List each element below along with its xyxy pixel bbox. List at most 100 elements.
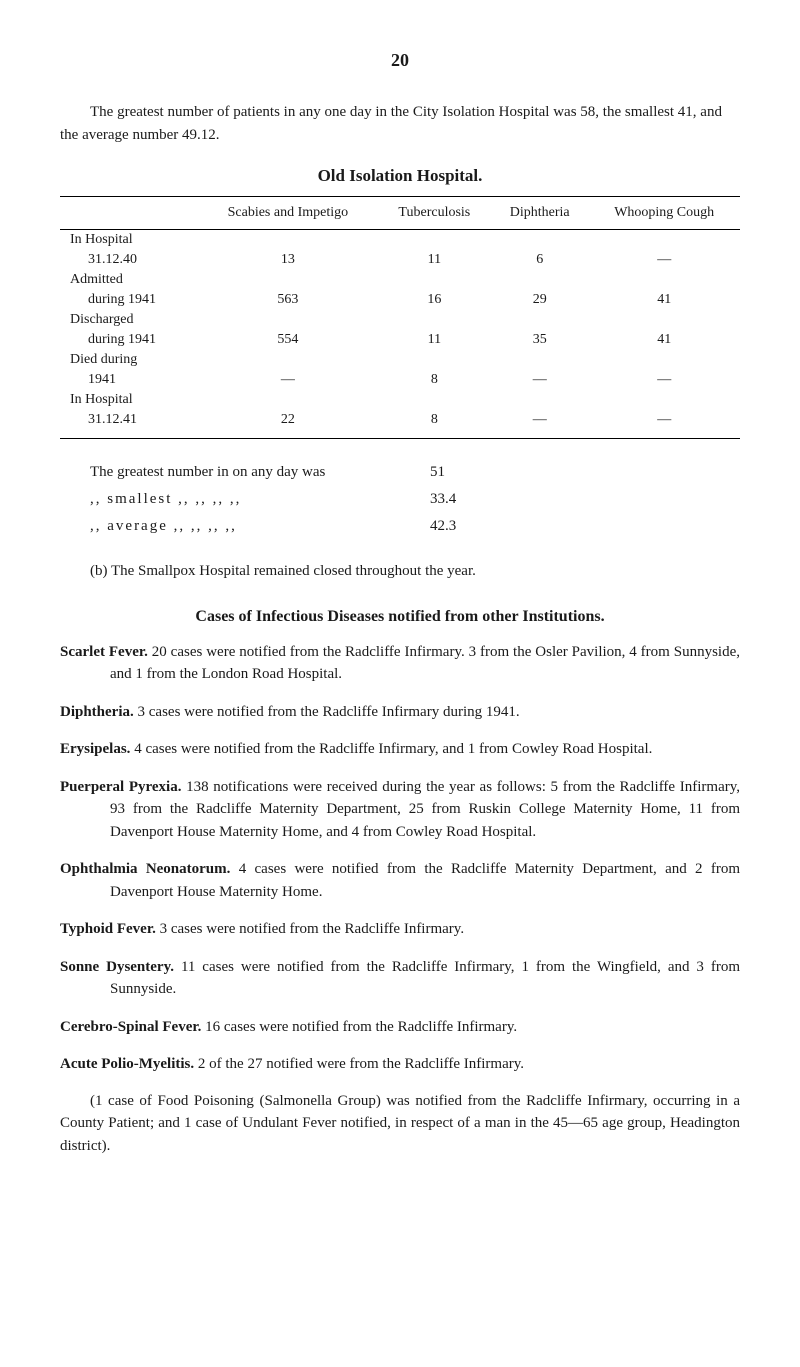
table-header-cell: Scabies and Impetigo <box>198 197 377 230</box>
table-cell: 41 <box>588 330 740 350</box>
disease-name: Diphtheria. <box>60 704 134 720</box>
summary-block: The greatest number in on any day was 51… <box>90 459 740 540</box>
table-cell <box>378 230 491 251</box>
disease-text: 138 notifications were received during t… <box>110 779 740 840</box>
disease-name: Puerperal Pyrexia. <box>60 779 181 795</box>
intro-paragraph: The greatest number of patients in any o… <box>60 101 740 146</box>
table-cell: 29 <box>491 290 588 310</box>
page-number: 20 <box>60 50 740 71</box>
disease-text: 3 cases were notified from the Radcliffe… <box>134 704 520 720</box>
table-cell: 13 <box>198 250 377 270</box>
table-cell: 11 <box>378 250 491 270</box>
summary-label: ,, smallest ,, ,, ,, ,, <box>90 486 430 513</box>
table-cell: — <box>198 370 377 390</box>
table-cell: — <box>588 250 740 270</box>
table-row-sublabel: 31.12.41 <box>60 410 198 439</box>
table-header-cell <box>60 197 198 230</box>
table-row: Discharged <box>60 310 740 330</box>
disease-name: Cerebro-Spinal Fever. <box>60 1019 201 1035</box>
table-cell <box>588 270 740 290</box>
table-cell: 8 <box>378 410 491 439</box>
summary-label: The greatest number in on any day was <box>90 459 430 486</box>
table-header-row: Scabies and Impetigo Tuberculosis Diphth… <box>60 197 740 230</box>
table-cell: 11 <box>378 330 491 350</box>
table-cell: 6 <box>491 250 588 270</box>
disease-entry: Cerebro-Spinal Fever. 16 cases were noti… <box>60 1016 740 1039</box>
disease-text: 20 cases were notified from the Radcliff… <box>110 644 740 683</box>
table-row-sublabel: 1941 <box>60 370 198 390</box>
table-row-sublabel: during 1941 <box>60 330 198 350</box>
table-header-cell: Whooping Cough <box>588 197 740 230</box>
table-cell <box>378 310 491 330</box>
final-paragraph: (1 case of Food Poisoning (Salmonella Gr… <box>60 1090 740 1158</box>
table-row-label: Discharged <box>60 310 198 330</box>
table-row: In Hospital <box>60 390 740 410</box>
disease-name: Acute Polio-Myelitis. <box>60 1056 194 1072</box>
table-row: Died during <box>60 350 740 370</box>
disease-name: Typhoid Fever. <box>60 921 156 937</box>
disease-text: 11 cases were notified from the Radcliff… <box>110 959 740 998</box>
isolation-hospital-table: Scabies and Impetigo Tuberculosis Diphth… <box>60 196 740 439</box>
table-cell <box>198 230 377 251</box>
table-cell <box>378 390 491 410</box>
disease-name: Erysipelas. <box>60 741 130 757</box>
disease-entry: Typhoid Fever. 3 cases were notified fro… <box>60 918 740 941</box>
table-row: during 1941563162941 <box>60 290 740 310</box>
table-cell: — <box>588 370 740 390</box>
table-row-label: In Hospital <box>60 390 198 410</box>
table-cell <box>491 350 588 370</box>
summary-row: ,, smallest ,, ,, ,, ,, 33.4 <box>90 486 740 513</box>
table-cell: 563 <box>198 290 377 310</box>
table-cell <box>491 230 588 251</box>
table-cell: 35 <box>491 330 588 350</box>
table-row: 31.12.41228—— <box>60 410 740 439</box>
table-cell <box>491 270 588 290</box>
table-cell: 554 <box>198 330 377 350</box>
table-cell: — <box>588 410 740 439</box>
table-row-sublabel: during 1941 <box>60 290 198 310</box>
table-cell: 16 <box>378 290 491 310</box>
table-row-sublabel: 31.12.40 <box>60 250 198 270</box>
table-cell: 8 <box>378 370 491 390</box>
disease-entry: Ophthalmia Neonatorum. 4 cases were noti… <box>60 858 740 903</box>
table-cell <box>198 270 377 290</box>
table-row-label: Died during <box>60 350 198 370</box>
summary-value: 33.4 <box>430 486 456 513</box>
disease-name: Ophthalmia Neonatorum. <box>60 861 230 877</box>
table-cell <box>198 310 377 330</box>
disease-text: 2 of the 27 notified were from the Radcl… <box>194 1056 524 1072</box>
cases-section-title: Cases of Infectious Diseases notified fr… <box>60 608 740 626</box>
summary-value: 51 <box>430 459 445 486</box>
table-body: In Hospital31.12.4013116—Admittedduring … <box>60 230 740 439</box>
disease-text: 4 cases were notified from the Radcliffe… <box>130 741 652 757</box>
table-row: during 1941554113541 <box>60 330 740 350</box>
disease-list: Scarlet Fever. 20 cases were notified fr… <box>60 641 740 1076</box>
disease-entry: Puerperal Pyrexia. 138 notifications wer… <box>60 776 740 844</box>
table-row: 1941—8—— <box>60 370 740 390</box>
table-cell <box>491 310 588 330</box>
table-row-label: Admitted <box>60 270 198 290</box>
table-cell <box>588 310 740 330</box>
table-cell <box>378 270 491 290</box>
table-header-cell: Diphtheria <box>491 197 588 230</box>
table-cell <box>588 230 740 251</box>
disease-text: 3 cases were notified from the Radcliffe… <box>156 921 464 937</box>
disease-name: Sonne Dysentery. <box>60 959 174 975</box>
table-row: In Hospital <box>60 230 740 251</box>
table-cell <box>198 350 377 370</box>
table-row: 31.12.4013116— <box>60 250 740 270</box>
document-page: 20 The greatest number of patients in an… <box>0 0 800 1212</box>
disease-entry: Diphtheria. 3 cases were notified from t… <box>60 701 740 724</box>
table-cell <box>491 390 588 410</box>
table-header-cell: Tuberculosis <box>378 197 491 230</box>
table-cell <box>378 350 491 370</box>
table-title: Old Isolation Hospital. <box>60 166 740 186</box>
table-cell <box>198 390 377 410</box>
table-cell: — <box>491 410 588 439</box>
disease-text: 16 cases were notified from the Radcliff… <box>201 1019 517 1035</box>
table-cell <box>588 390 740 410</box>
table-row-label: In Hospital <box>60 230 198 251</box>
disease-entry: Acute Polio-Myelitis. 2 of the 27 notifi… <box>60 1053 740 1076</box>
table-cell <box>588 350 740 370</box>
table-row: Admitted <box>60 270 740 290</box>
